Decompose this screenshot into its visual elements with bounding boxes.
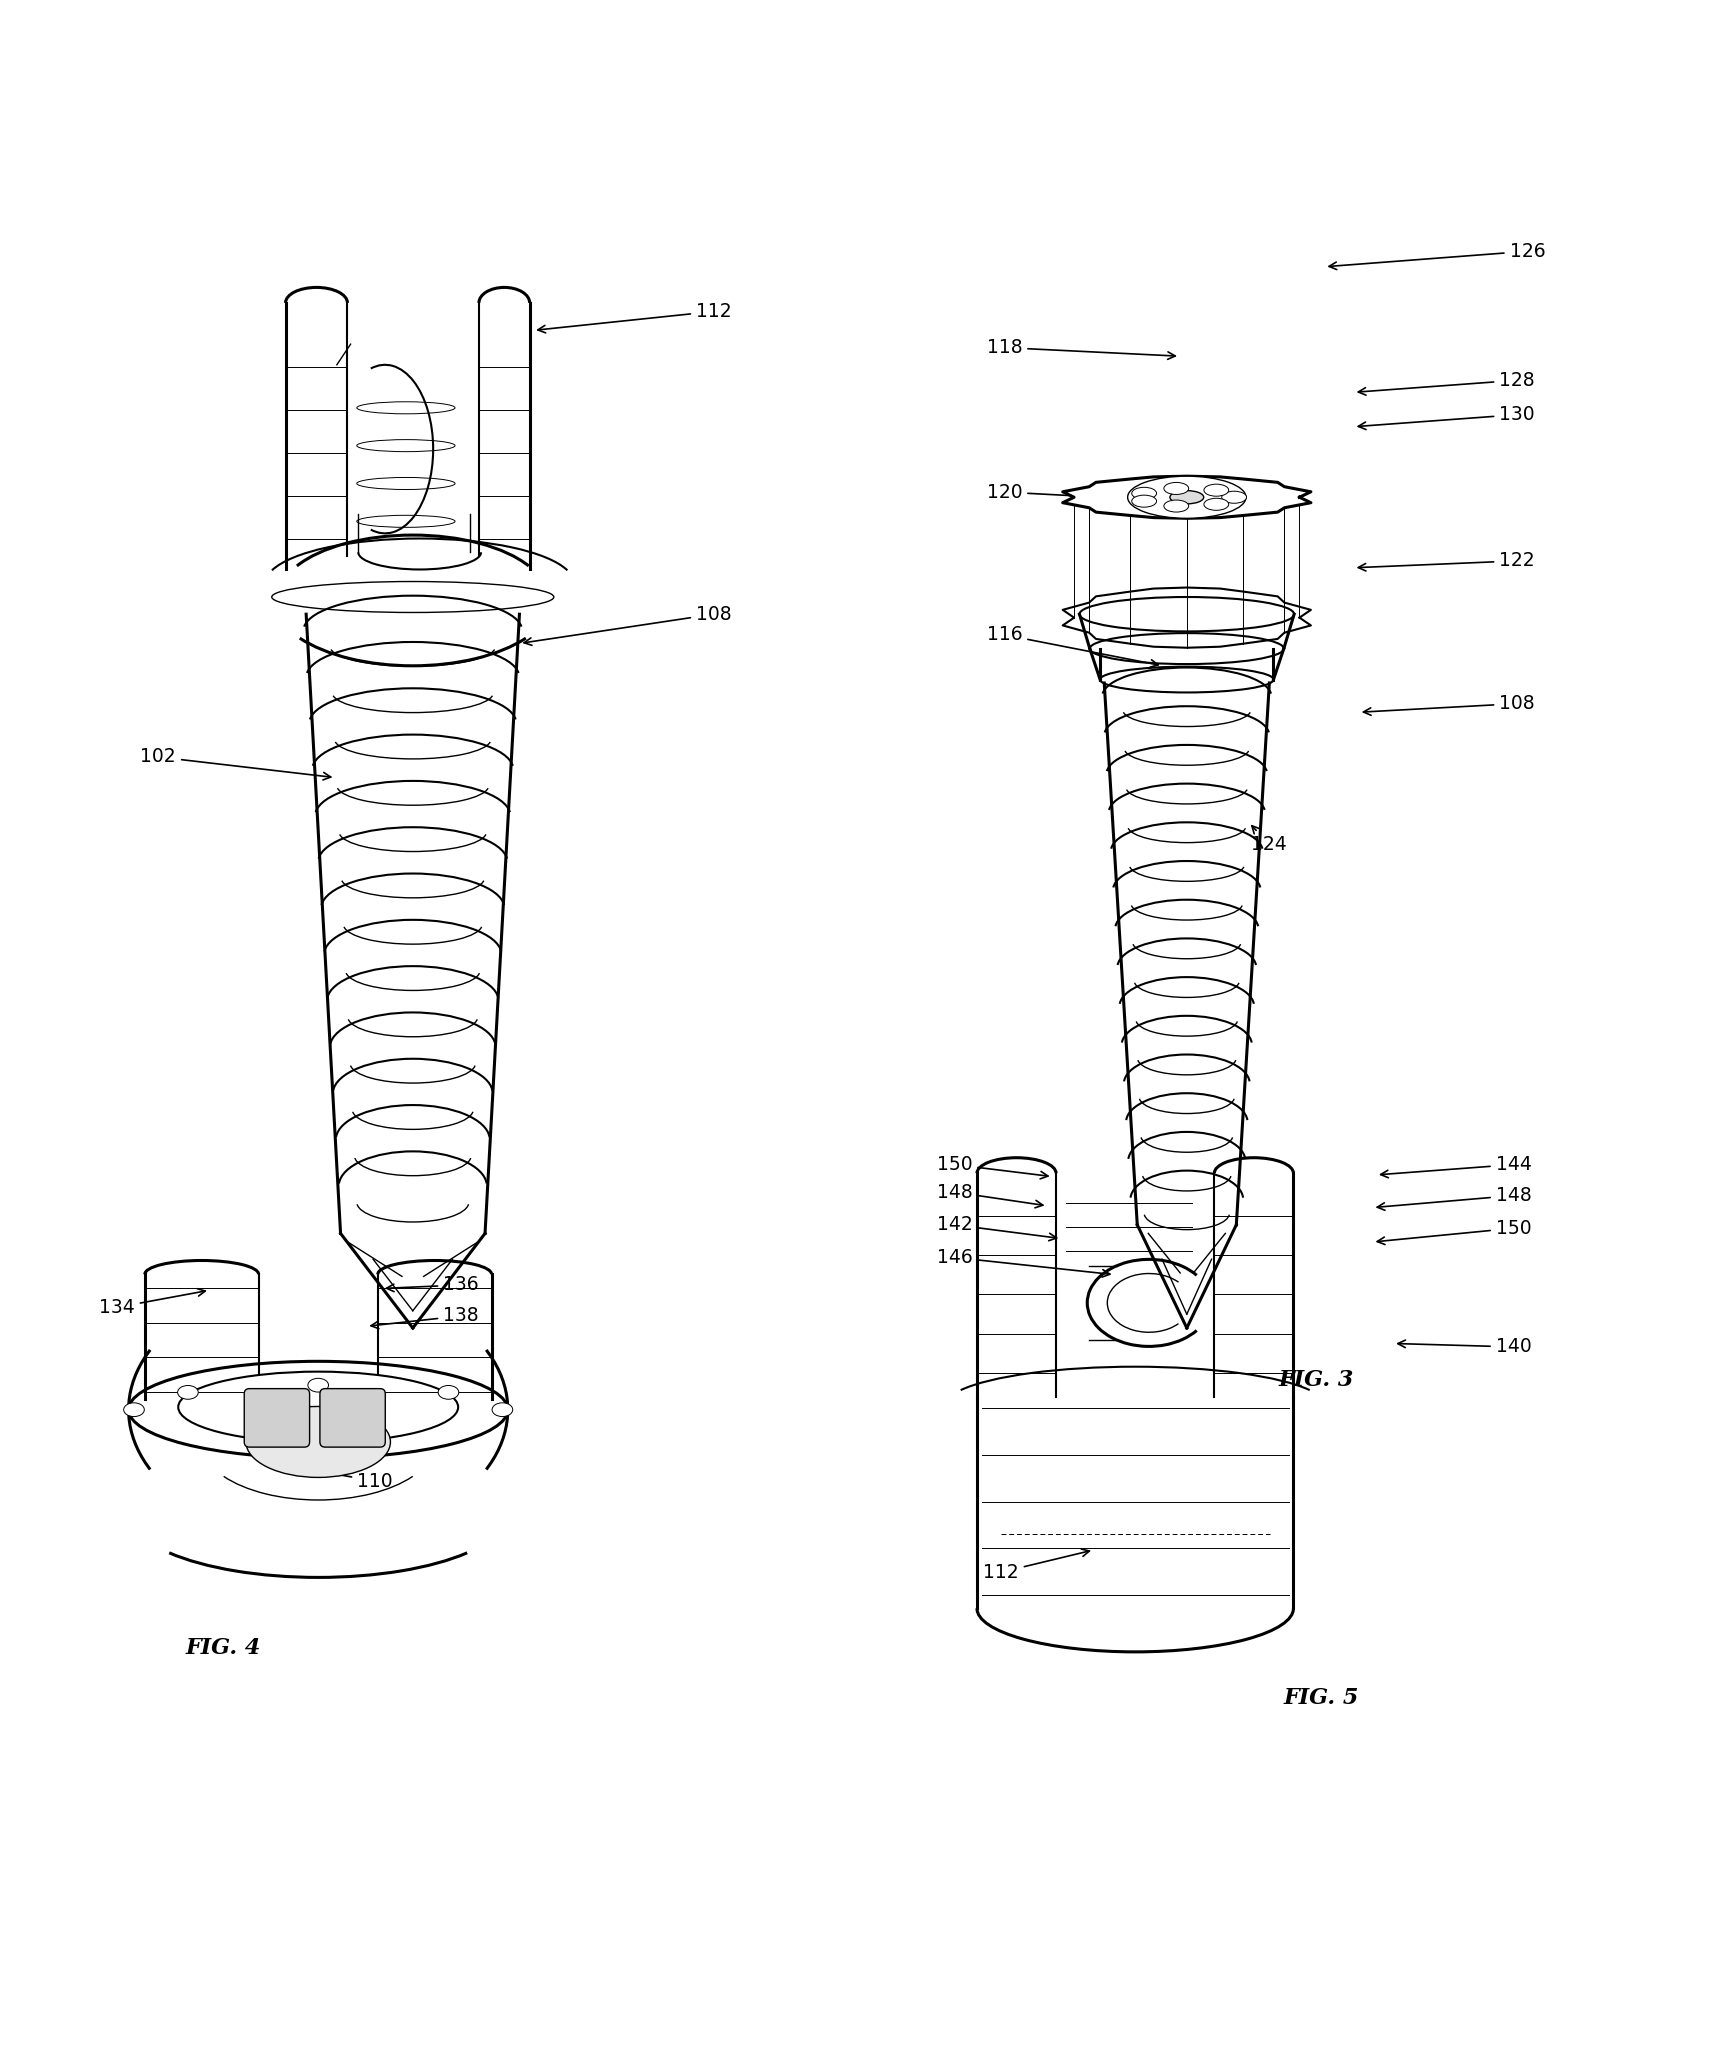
Text: 142: 142 <box>937 1216 1056 1241</box>
Text: 144: 144 <box>1381 1154 1531 1177</box>
Text: 102: 102 <box>141 748 330 781</box>
Text: 120: 120 <box>987 483 1161 503</box>
Text: 150: 150 <box>1378 1218 1531 1245</box>
Ellipse shape <box>308 1378 329 1393</box>
Ellipse shape <box>1132 495 1156 507</box>
Polygon shape <box>1063 477 1311 518</box>
Text: 112: 112 <box>984 1549 1089 1582</box>
Text: 108: 108 <box>525 604 731 645</box>
Text: 118: 118 <box>987 339 1175 359</box>
Text: 148: 148 <box>1378 1185 1531 1210</box>
Ellipse shape <box>246 1407 390 1477</box>
Text: 108: 108 <box>1364 694 1534 715</box>
Ellipse shape <box>439 1386 459 1399</box>
Text: 122: 122 <box>1359 550 1534 571</box>
Ellipse shape <box>124 1403 144 1417</box>
Ellipse shape <box>1132 487 1156 499</box>
Text: FIG. 5: FIG. 5 <box>1283 1686 1359 1709</box>
Text: 126: 126 <box>1330 242 1545 269</box>
Ellipse shape <box>1221 491 1247 503</box>
Text: 116: 116 <box>987 624 1158 668</box>
Ellipse shape <box>1204 499 1228 509</box>
Text: 146: 146 <box>937 1249 1109 1278</box>
Text: 124: 124 <box>1252 826 1287 854</box>
Text: 110: 110 <box>263 1458 392 1491</box>
Ellipse shape <box>179 1372 458 1442</box>
Ellipse shape <box>177 1386 198 1399</box>
Text: 136: 136 <box>387 1276 478 1294</box>
Ellipse shape <box>492 1403 513 1417</box>
Text: FIG. 3: FIG. 3 <box>1278 1368 1354 1391</box>
Ellipse shape <box>1128 477 1245 518</box>
Text: 132: 132 <box>332 1403 392 1430</box>
Text: 148: 148 <box>937 1183 1042 1208</box>
FancyBboxPatch shape <box>320 1389 385 1448</box>
Text: 138: 138 <box>372 1306 478 1329</box>
Text: FIG. 2: FIG. 2 <box>306 1382 382 1405</box>
Text: 128: 128 <box>1359 372 1534 394</box>
Ellipse shape <box>1204 485 1228 497</box>
Ellipse shape <box>1164 499 1189 511</box>
FancyBboxPatch shape <box>244 1389 310 1448</box>
Text: 150: 150 <box>937 1154 1047 1179</box>
Ellipse shape <box>1164 483 1189 495</box>
Text: 140: 140 <box>1398 1337 1531 1356</box>
Ellipse shape <box>1170 491 1204 503</box>
Text: 134: 134 <box>100 1288 205 1317</box>
Text: 112: 112 <box>538 302 731 333</box>
Ellipse shape <box>129 1362 507 1458</box>
Text: FIG. 4: FIG. 4 <box>186 1637 261 1660</box>
Text: 130: 130 <box>1359 405 1534 429</box>
